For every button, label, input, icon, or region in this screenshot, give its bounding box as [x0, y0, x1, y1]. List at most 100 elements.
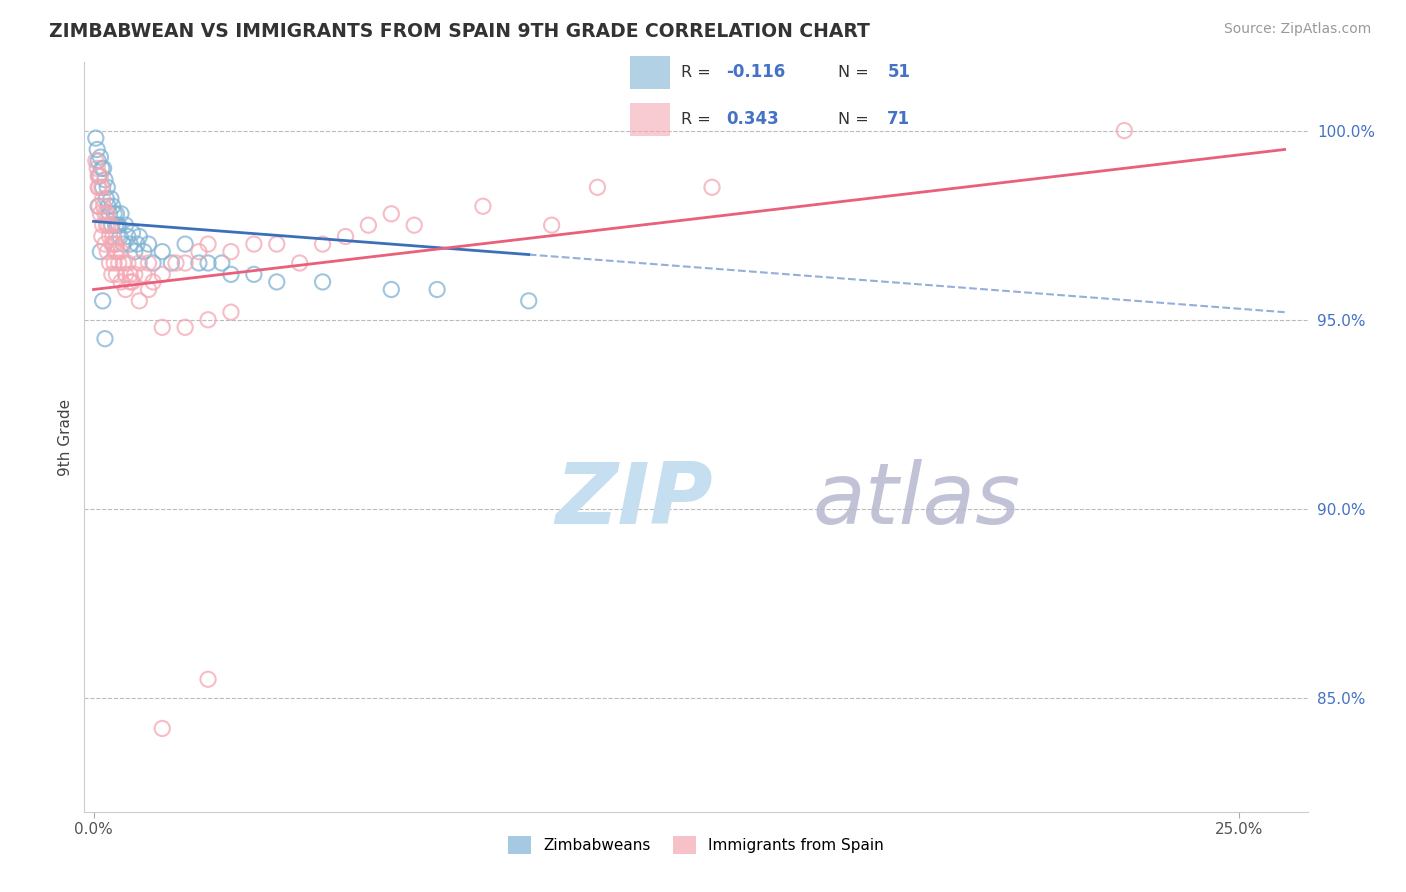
Point	[1114, 123, 1136, 137]
Point	[98, 229, 121, 244]
Point	[124, 268, 146, 282]
Point	[380, 283, 402, 297]
Point	[93, 161, 115, 176]
Point	[96, 218, 118, 232]
Point	[105, 218, 128, 232]
Point	[219, 244, 242, 259]
Point	[128, 256, 150, 270]
Point	[335, 229, 357, 244]
Point	[90, 180, 112, 194]
Point	[103, 256, 125, 270]
Point	[197, 237, 219, 252]
Point	[142, 275, 165, 289]
Point	[121, 226, 143, 240]
Point	[243, 237, 266, 252]
Point	[125, 237, 148, 252]
Point	[87, 180, 110, 194]
Point	[404, 218, 426, 232]
Point	[96, 180, 118, 194]
Text: N =: N =	[838, 65, 875, 79]
Point	[120, 237, 142, 252]
Point	[91, 192, 114, 206]
Point	[86, 143, 108, 157]
Point	[87, 169, 110, 183]
Point	[110, 275, 132, 289]
Point	[94, 332, 117, 346]
Point	[105, 244, 128, 259]
Text: -0.116: -0.116	[727, 63, 786, 81]
Point	[138, 283, 160, 297]
Bar	[630, 56, 669, 88]
Legend: Zimbabweans, Immigrants from Spain: Zimbabweans, Immigrants from Spain	[502, 830, 890, 860]
Point	[98, 256, 121, 270]
Point	[101, 229, 124, 244]
Point	[101, 199, 124, 213]
Point	[357, 218, 380, 232]
Point	[138, 256, 160, 270]
Point	[138, 237, 160, 252]
Point	[94, 237, 117, 252]
Point	[124, 244, 146, 259]
Point	[101, 268, 124, 282]
Point	[87, 199, 110, 213]
Point	[150, 268, 173, 282]
Point	[103, 207, 125, 221]
Y-axis label: 9th Grade: 9th Grade	[58, 399, 73, 475]
Point	[150, 244, 173, 259]
Point	[97, 218, 120, 232]
Point	[197, 673, 219, 687]
Point	[120, 275, 142, 289]
Point	[100, 192, 122, 206]
Text: R =: R =	[681, 65, 716, 79]
Point	[105, 207, 128, 221]
Point	[89, 244, 111, 259]
Point	[110, 244, 132, 259]
Point	[311, 237, 333, 252]
Point	[121, 275, 143, 289]
Point	[117, 256, 139, 270]
Point	[114, 218, 136, 232]
Text: atlas: atlas	[813, 459, 1021, 542]
Point	[104, 218, 127, 232]
Point	[101, 218, 124, 232]
Point	[187, 244, 209, 259]
Point	[517, 293, 540, 308]
Text: N =: N =	[838, 112, 875, 127]
Point	[426, 283, 449, 297]
Point	[89, 150, 111, 164]
Point	[187, 256, 209, 270]
Point	[91, 218, 114, 232]
Point	[101, 237, 124, 252]
Point	[165, 256, 187, 270]
Point	[86, 161, 108, 176]
Bar	[630, 103, 669, 136]
Point	[97, 199, 120, 213]
Point	[586, 180, 609, 194]
Text: 71: 71	[887, 111, 911, 128]
Point	[540, 218, 562, 232]
Text: 51: 51	[887, 63, 910, 81]
Point	[174, 256, 197, 270]
Point	[311, 275, 333, 289]
Point	[132, 244, 155, 259]
Text: 0.343: 0.343	[727, 111, 779, 128]
Text: ZIMBABWEAN VS IMMIGRANTS FROM SPAIN 9TH GRADE CORRELATION CHART: ZIMBABWEAN VS IMMIGRANTS FROM SPAIN 9TH …	[49, 22, 870, 41]
Point	[87, 153, 110, 168]
Text: Source: ZipAtlas.com: Source: ZipAtlas.com	[1223, 22, 1371, 37]
Point	[132, 268, 155, 282]
Point	[160, 256, 183, 270]
Point	[197, 312, 219, 326]
Point	[288, 256, 311, 270]
Point	[266, 275, 288, 289]
Point	[380, 207, 402, 221]
Point	[94, 173, 117, 187]
Point	[174, 320, 197, 334]
Point	[96, 244, 118, 259]
Point	[90, 229, 112, 244]
Point	[87, 169, 110, 183]
Point	[219, 268, 242, 282]
Point	[105, 237, 128, 252]
Point	[112, 237, 135, 252]
Point	[91, 180, 114, 194]
Point	[120, 268, 142, 282]
